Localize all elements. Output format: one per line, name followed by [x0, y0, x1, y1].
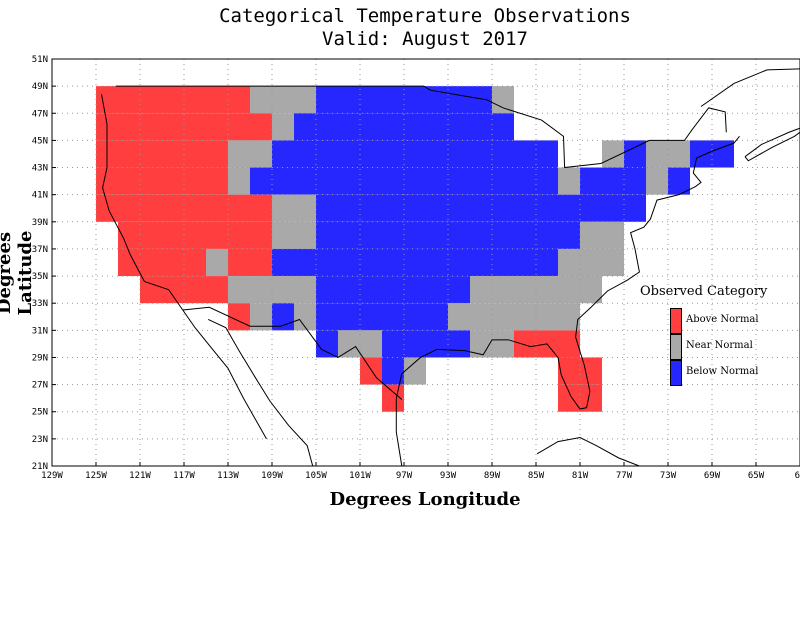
cell-below-normal: [668, 167, 690, 195]
cell-above-normal: [250, 113, 272, 141]
cell-below-normal: [250, 167, 558, 195]
x-tick-label: 81W: [572, 471, 589, 481]
cell-above-normal: [96, 194, 272, 222]
x-tick-label: 109W: [261, 471, 283, 481]
cell-below-normal: [580, 167, 646, 195]
x-tick-label: 97W: [396, 471, 413, 481]
cell-above-normal: [96, 140, 228, 168]
cell-below-normal: [294, 113, 514, 141]
cell-near-normal: [272, 221, 316, 249]
x-tick-label: 105W: [305, 471, 327, 481]
legend: Observed Category Above Normal Near Norm…: [636, 284, 800, 386]
legend-label-below: Below Normal: [686, 366, 759, 377]
coastline: [536, 436, 640, 467]
y-tick-label: 23N: [32, 435, 48, 445]
legend-swatch-below: [670, 360, 682, 386]
x-tick-label: 113W: [217, 471, 239, 481]
cell-above-normal: [360, 357, 382, 385]
coastline: [207, 319, 314, 467]
cell-below-normal: [382, 330, 470, 358]
cell-below-normal: [624, 140, 646, 168]
cell-near-normal: [558, 167, 580, 195]
x-tick-label: 129W: [41, 471, 63, 481]
x-tick-label: 101W: [349, 471, 371, 481]
x-tick-label: 65W: [748, 471, 765, 481]
y-tick-label: 49N: [32, 82, 48, 92]
legend-label-near: Near Normal: [686, 340, 753, 351]
cell-above-normal: [228, 248, 272, 277]
y-tick-label: 37N: [32, 245, 48, 255]
x-tick-label: 117W: [173, 471, 195, 481]
cell-below-normal: [316, 303, 448, 331]
x-axis-label: Degrees Longitude: [329, 489, 521, 510]
cell-near-normal: [492, 86, 514, 114]
y-tick-label: 29N: [32, 353, 48, 363]
cell-below-normal: [316, 276, 470, 304]
cell-below-normal: [272, 140, 558, 168]
x-tick-label: 85W: [528, 471, 545, 481]
x-tick-label: 73W: [660, 471, 677, 481]
coastline: [101, 94, 267, 440]
legend-title: Observed Category: [640, 284, 768, 299]
chart-subtitle: Valid: August 2017: [322, 28, 528, 50]
cell-near-normal: [250, 303, 272, 331]
cell-above-normal: [558, 357, 602, 385]
cell-above-normal: [118, 248, 206, 277]
y-tick-label: 25N: [32, 408, 48, 418]
x-tick-label: 89W: [484, 471, 501, 481]
cell-above-normal: [382, 384, 404, 412]
cell-above-normal: [96, 86, 250, 114]
cell-near-normal: [228, 140, 272, 168]
cell-near-normal: [404, 357, 426, 385]
cell-near-normal: [228, 167, 250, 195]
chart-title: Categorical Temperature Observations: [219, 5, 631, 27]
cell-above-normal: [558, 384, 602, 412]
legend-label-above: Above Normal: [686, 314, 759, 325]
y-tick-label: 41N: [32, 191, 48, 201]
cell-near-normal: [272, 113, 294, 141]
cell-near-normal: [250, 86, 316, 114]
y-tick-label: 21N: [32, 462, 48, 472]
cell-near-normal: [558, 248, 624, 277]
y-tick-label: 47N: [32, 109, 48, 119]
cell-below-normal: [272, 248, 558, 277]
y-tick-label: 33N: [32, 299, 48, 309]
x-tick-label: 121W: [129, 471, 151, 481]
y-tick-label: 35N: [32, 272, 48, 282]
legend-swatch-above: [670, 308, 682, 334]
coastline: [395, 136, 740, 467]
cell-near-normal: [294, 303, 316, 331]
x-tick-label: 125W: [85, 471, 107, 481]
cell-below-normal: [382, 357, 404, 385]
x-tick-label: 93W: [440, 471, 457, 481]
cell-near-normal: [206, 248, 228, 277]
coastline: [700, 68, 800, 107]
cell-above-normal: [118, 221, 272, 249]
cell-above-normal: [96, 167, 228, 195]
cell-below-normal: [316, 330, 338, 358]
cell-near-normal: [272, 194, 316, 222]
cell-below-normal: [316, 194, 646, 222]
coastline: [744, 127, 800, 162]
y-tick-label: 27N: [32, 381, 48, 391]
cell-near-normal: [448, 303, 580, 331]
coastline: [182, 306, 403, 400]
x-tick-label: 61: [795, 471, 800, 481]
y-tick-label: 43N: [32, 164, 48, 174]
y-tick-label: 39N: [32, 218, 48, 228]
legend-swatch-near: [670, 334, 682, 360]
cell-near-normal: [580, 221, 624, 249]
cell-above-normal: [228, 303, 250, 331]
y-tick-label: 51N: [32, 55, 48, 65]
cell-near-normal: [646, 167, 668, 195]
y-tick-label: 45N: [32, 136, 48, 146]
y-tick-label: 31N: [32, 326, 48, 336]
x-tick-label: 77W: [616, 471, 633, 481]
coastline: [115, 85, 727, 169]
cell-above-normal: [96, 113, 250, 141]
x-tick-label: 69W: [704, 471, 721, 481]
